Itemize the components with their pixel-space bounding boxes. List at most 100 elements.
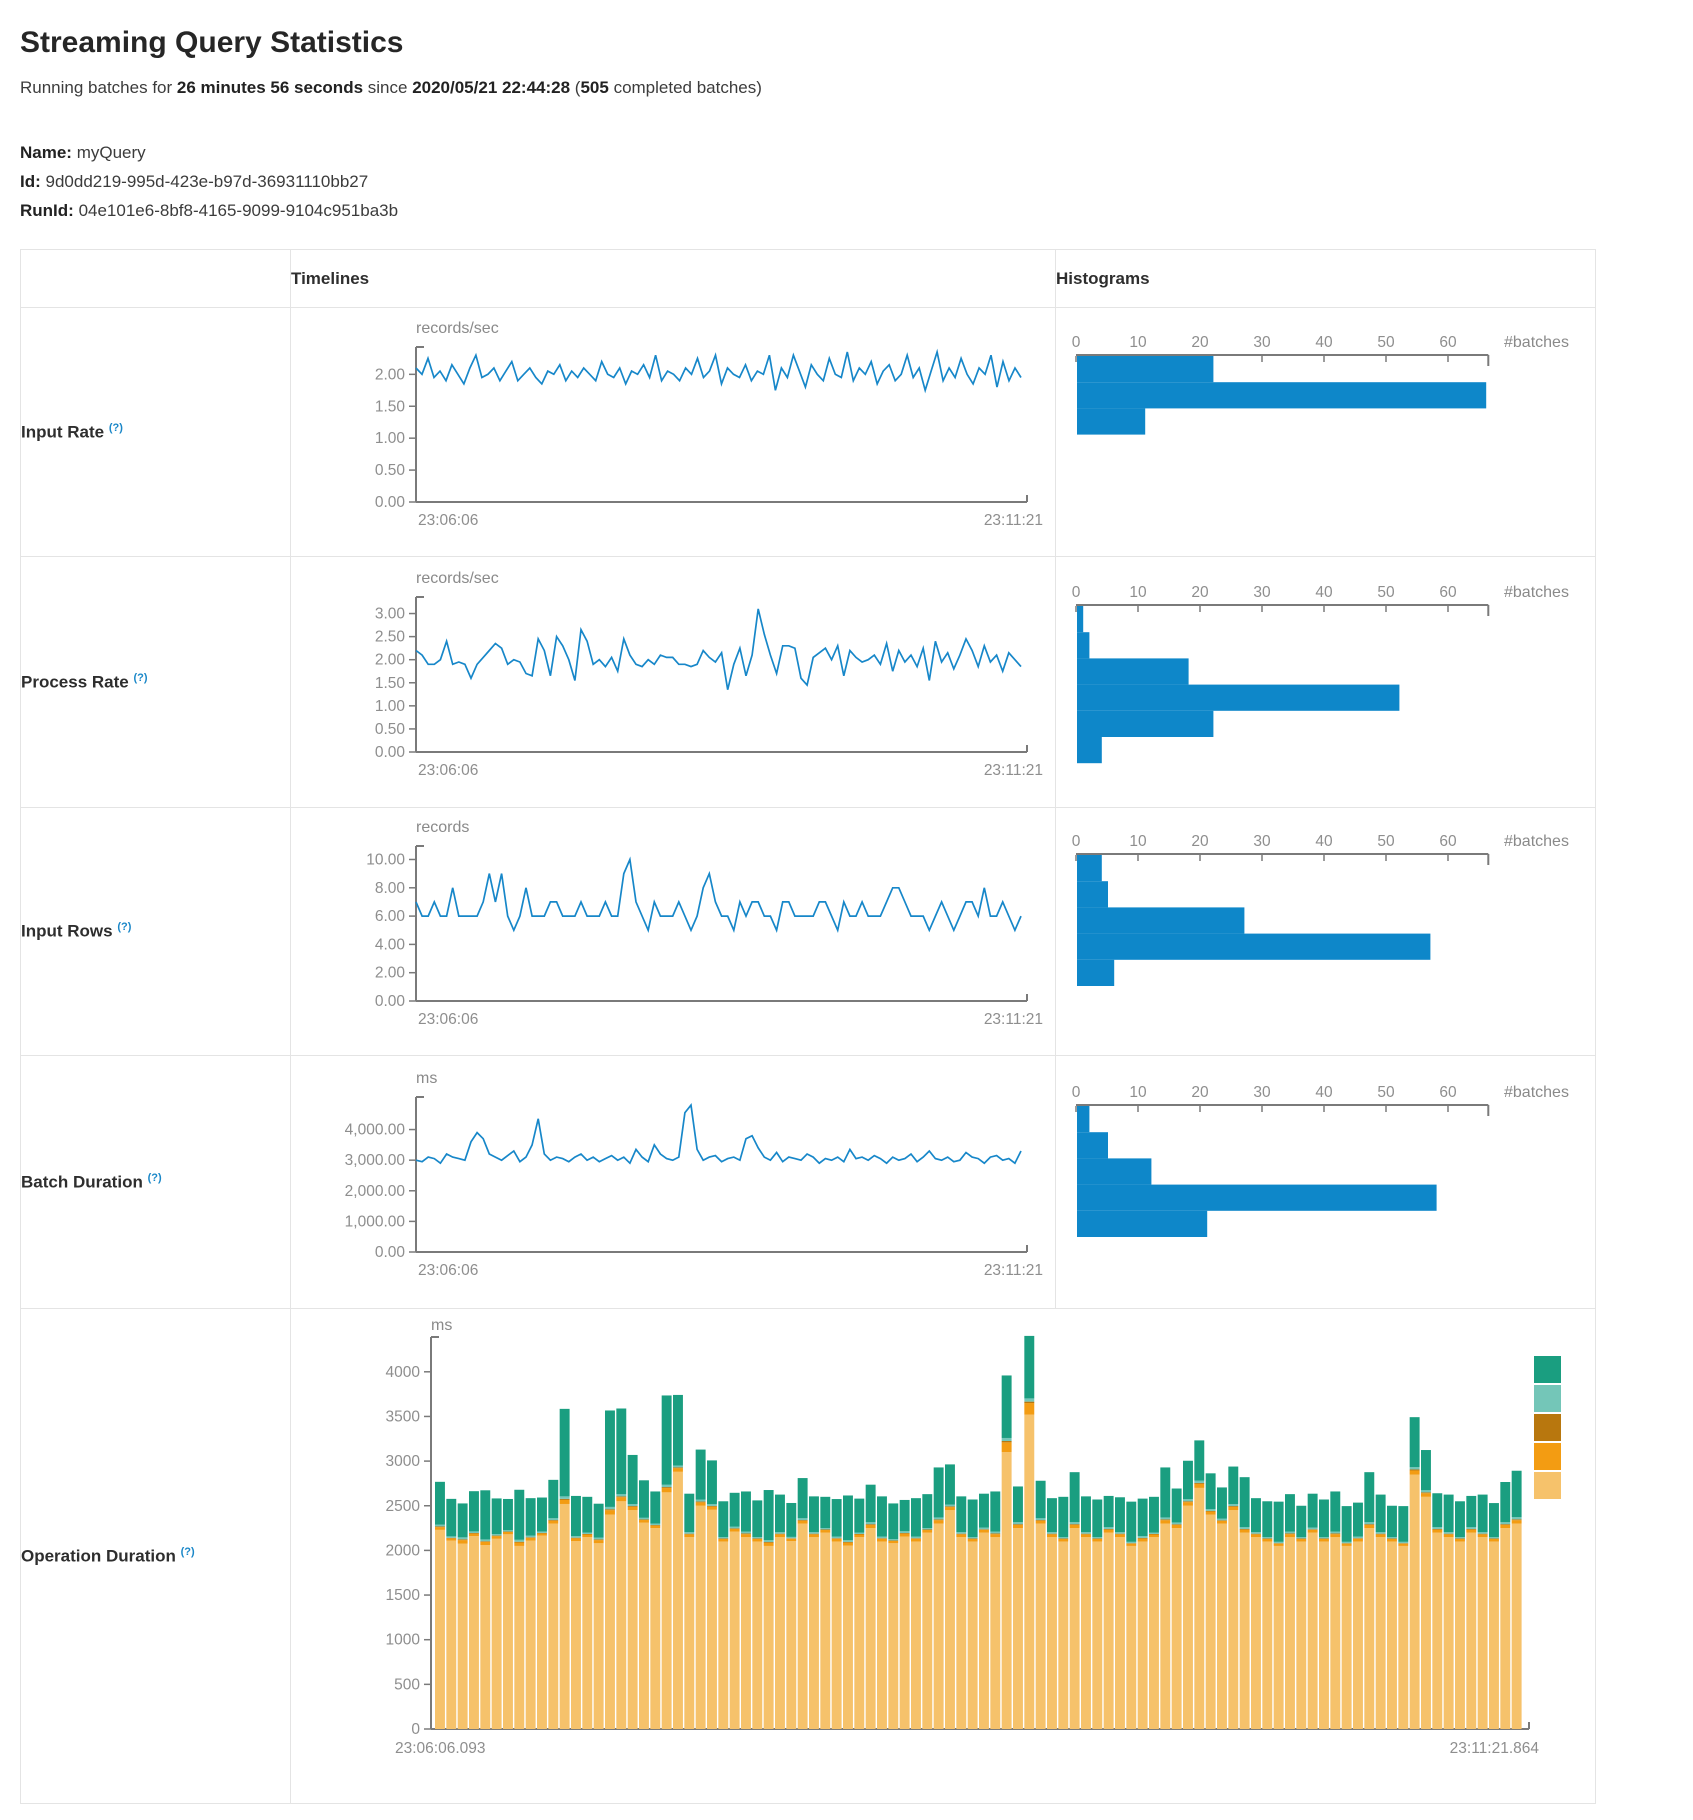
svg-text:0: 0 (1072, 833, 1081, 850)
status-prefix: Running batches for (20, 78, 173, 97)
svg-text:30: 30 (1253, 334, 1271, 351)
svg-text:10: 10 (1129, 1084, 1147, 1101)
svg-text:23:06:06: 23:06:06 (418, 762, 478, 779)
process-rate-label-text: Process Rate (21, 672, 129, 692)
svg-text:2.00: 2.00 (375, 965, 406, 982)
svg-text:40: 40 (1315, 833, 1333, 850)
svg-text:0.50: 0.50 (375, 720, 406, 737)
svg-text:20: 20 (1191, 584, 1209, 601)
query-runid-line: RunId: 04e101e6-8bf8-4165-9099-9104c951b… (20, 196, 1693, 225)
svg-text:3.00: 3.00 (375, 605, 406, 622)
svg-text:3500: 3500 (386, 1408, 421, 1425)
svg-text:2.50: 2.50 (375, 628, 406, 645)
svg-text:50: 50 (1377, 584, 1395, 601)
svg-text:10: 10 (1129, 833, 1147, 850)
svg-text:4.00: 4.00 (375, 936, 406, 953)
svg-text:23:06:06.093: 23:06:06.093 (395, 1740, 486, 1757)
svg-text:1,000.00: 1,000.00 (345, 1213, 406, 1230)
empty-header-cell (20, 249, 291, 308)
svg-text:23:06:06: 23:06:06 (418, 1262, 478, 1279)
svg-text:60: 60 (1439, 334, 1457, 351)
svg-text:0.00: 0.00 (375, 993, 406, 1010)
input-rate-timeline-cell: records/sec 2.00 1.50 1.00 0.50 0.00 23:06:06 2… (290, 307, 1056, 557)
legend-swatch[interactable] (1534, 1385, 1561, 1412)
svg-text:6.00: 6.00 (375, 908, 406, 925)
batch-duration-timeline-cell: ms 4,000.00 3,000.00 2,000.00 1,000.00 0.00 23… (290, 1055, 1056, 1309)
metric-label-input-rate: Input Rate (?) (20, 307, 291, 557)
operation-duration-stacked-bar-chart: ms 4000 3500 3000 2500 2000 1500 1000 500 0 23:06:… (386, 1317, 1540, 1757)
status-batch-count: 505 (580, 78, 609, 97)
svg-text:2500: 2500 (386, 1497, 421, 1514)
svg-text:ms: ms (416, 1070, 437, 1087)
svg-text:#batches: #batches (1504, 1084, 1569, 1101)
svg-text:23:11:21.864: 23:11:21.864 (1450, 1740, 1540, 1757)
operation-duration-label-text: Operation Duration (21, 1546, 176, 1566)
input-rate-row: Input Rate (?) records/sec 2.00 1.50 1.00 0.… (20, 307, 1596, 557)
process-rate-timeline-chart: records/sec 3.00 2.50 2.00 1.50 1.00 0.50 0.00 2… (375, 570, 1043, 779)
input-rows-row: Input Rows (?) records 10.00 8.00 6.00 4.00 2… (20, 807, 1596, 1056)
svg-text:0: 0 (1072, 1084, 1081, 1101)
input-rows-timeline-cell: records 10.00 8.00 6.00 4.00 2.00 0.00 23:06:06… (290, 807, 1056, 1056)
query-metadata: Name: myQuery Id: 9d0dd219-995d-423e-b97… (20, 138, 1693, 225)
svg-text:2.00: 2.00 (375, 366, 406, 383)
status-suffix: completed batches) (613, 78, 762, 97)
legend-swatch[interactable] (1534, 1472, 1561, 1499)
svg-text:10.00: 10.00 (366, 851, 405, 868)
query-id-line: Id: 9d0dd219-995d-423e-b97d-36931110bb27 (20, 167, 1693, 196)
query-name-value: myQuery (76, 143, 146, 162)
input-rate-help-icon[interactable]: (?) (108, 421, 123, 434)
svg-text:20: 20 (1191, 334, 1209, 351)
operation-duration-chart-cell: ms 4000 3500 3000 2500 2000 1500 1000 500 0 23:06:… (290, 1308, 1596, 1804)
svg-text:1500: 1500 (386, 1587, 421, 1604)
input-rows-help-icon[interactable]: (?) (117, 921, 132, 934)
operation-duration-row: Operation Duration (?) ms 4000 3500 3000 250… (20, 1308, 1596, 1804)
status-paren: ( (574, 78, 581, 97)
svg-text:10: 10 (1129, 334, 1147, 351)
svg-text:20: 20 (1191, 833, 1209, 850)
legend-swatch[interactable] (1534, 1356, 1561, 1383)
metric-label-operation-duration: Operation Duration (?) (20, 1308, 291, 1804)
status-duration: 26 minutes 56 seconds (176, 78, 364, 97)
input-rate-timeline-chart: records/sec 2.00 1.50 1.00 0.50 0.00 23:06:06 2… (375, 320, 1043, 529)
metric-label-process-rate: Process Rate (?) (20, 556, 291, 808)
svg-text:3000: 3000 (386, 1453, 421, 1470)
input-rate-histogram-cell: 0 10 20 30 40 50 60 #batches (1055, 307, 1596, 557)
svg-text:0.00: 0.00 (375, 744, 406, 761)
input-rows-histogram-cell: 0 10 20 30 40 50 60 #batches (1055, 807, 1596, 1056)
svg-text:#batches: #batches (1504, 833, 1569, 850)
process-rate-histogram-cell: 0 10 20 30 40 50 60 #batches (1055, 556, 1596, 808)
input-rows-label-text: Input Rows (21, 921, 113, 941)
operation-duration-legend (1534, 1356, 1562, 1501)
svg-text:0: 0 (411, 1721, 420, 1738)
running-batches-status: Running batches for 26 minutes 56 second… (20, 78, 1693, 98)
svg-text:0: 0 (1072, 334, 1081, 351)
svg-text:23:06:06: 23:06:06 (418, 512, 478, 529)
svg-text:30: 30 (1253, 833, 1271, 850)
metric-label-batch-duration: Batch Duration (?) (20, 1055, 291, 1309)
svg-text:60: 60 (1439, 584, 1457, 601)
batch-duration-help-icon[interactable]: (?) (147, 1171, 162, 1184)
legend-swatch[interactable] (1534, 1414, 1561, 1441)
batch-duration-timeline-chart: ms 4,000.00 3,000.00 2,000.00 1,000.00 0.00 23… (345, 1070, 1043, 1279)
svg-text:40: 40 (1315, 334, 1333, 351)
operation-duration-help-icon[interactable]: (?) (180, 1545, 195, 1558)
svg-text:1.50: 1.50 (375, 398, 406, 415)
svg-text:10: 10 (1129, 584, 1147, 601)
svg-text:0.00: 0.00 (375, 494, 406, 511)
batch-duration-histogram-cell: 0 10 20 30 40 50 60 #batches (1055, 1055, 1596, 1309)
svg-text:30: 30 (1253, 1084, 1271, 1101)
process-rate-help-icon[interactable]: (?) (133, 671, 148, 684)
svg-text:40: 40 (1315, 1084, 1333, 1101)
svg-text:#batches: #batches (1504, 584, 1569, 601)
status-since: since (367, 78, 408, 97)
input-rate-histogram-chart: 0 10 20 30 40 50 60 #batches (1072, 334, 1569, 435)
query-id-value: 9d0dd219-995d-423e-b97d-36931110bb27 (45, 172, 369, 191)
svg-text:23:11:21: 23:11:21 (984, 512, 1043, 529)
svg-text:23:06:06: 23:06:06 (418, 1011, 478, 1028)
svg-text:8.00: 8.00 (375, 880, 406, 897)
svg-text:0.50: 0.50 (375, 462, 406, 479)
histograms-column-header: Histograms (1055, 249, 1596, 308)
batch-duration-label-text: Batch Duration (21, 1172, 143, 1192)
query-name-label: Name: (20, 143, 72, 162)
legend-swatch[interactable] (1534, 1443, 1561, 1470)
